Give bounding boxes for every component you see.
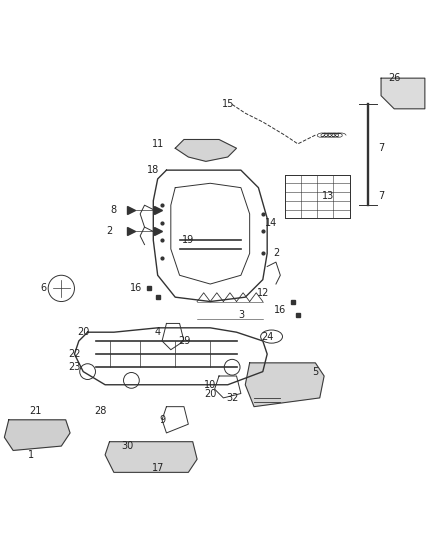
Text: 2: 2 [106, 227, 113, 237]
Text: 17: 17 [152, 463, 164, 473]
Text: 26: 26 [388, 73, 400, 83]
Polygon shape [175, 140, 237, 161]
Text: 22: 22 [68, 349, 81, 359]
Text: 16: 16 [130, 284, 142, 293]
Text: 10: 10 [204, 379, 216, 390]
Text: 11: 11 [152, 139, 164, 149]
Text: 29: 29 [178, 336, 190, 346]
Polygon shape [105, 442, 197, 472]
Text: 9: 9 [159, 415, 165, 425]
Text: 20: 20 [204, 389, 216, 399]
Text: 7: 7 [378, 191, 384, 201]
Text: 30: 30 [121, 441, 133, 451]
Text: 18: 18 [147, 165, 159, 175]
Text: 12: 12 [257, 288, 269, 298]
Text: 14: 14 [265, 217, 278, 228]
Text: 3: 3 [238, 310, 244, 320]
Polygon shape [381, 78, 425, 109]
Text: 13: 13 [322, 191, 335, 201]
Text: 15: 15 [222, 100, 234, 109]
Text: 6: 6 [41, 284, 47, 293]
Text: 16: 16 [274, 305, 286, 316]
Text: 21: 21 [29, 406, 41, 416]
Text: 23: 23 [68, 362, 81, 372]
Text: 7: 7 [378, 143, 384, 154]
Text: 24: 24 [261, 332, 273, 342]
Text: 2: 2 [273, 248, 279, 259]
Text: 28: 28 [95, 406, 107, 416]
Text: 20: 20 [77, 327, 89, 337]
Text: 5: 5 [312, 367, 318, 377]
Text: 1: 1 [28, 450, 34, 460]
Text: 4: 4 [155, 327, 161, 337]
Text: 32: 32 [226, 393, 238, 403]
Polygon shape [4, 420, 70, 450]
Text: 8: 8 [111, 205, 117, 215]
Text: 19: 19 [182, 235, 194, 245]
Polygon shape [245, 363, 324, 407]
